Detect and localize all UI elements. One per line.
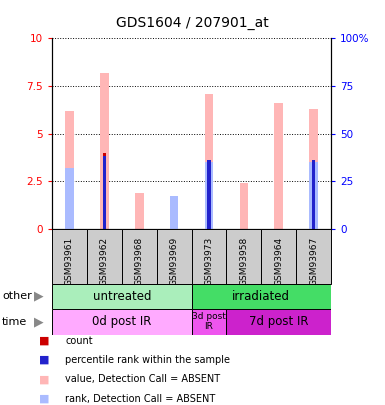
Bar xyxy=(226,229,261,284)
Bar xyxy=(122,229,157,284)
Text: 7d post IR: 7d post IR xyxy=(249,315,308,328)
Text: 0d post IR: 0d post IR xyxy=(92,315,151,328)
Text: GSM93967: GSM93967 xyxy=(309,237,318,286)
Bar xyxy=(239,183,248,229)
Text: other: other xyxy=(2,291,32,301)
Text: percentile rank within the sample: percentile rank within the sample xyxy=(65,355,231,365)
Text: ▶: ▶ xyxy=(34,315,43,328)
Bar xyxy=(312,160,315,229)
Text: GSM93973: GSM93973 xyxy=(204,237,214,286)
Bar xyxy=(52,229,87,284)
Bar xyxy=(275,103,283,229)
Bar xyxy=(192,309,226,335)
Bar xyxy=(87,229,122,284)
Text: GSM93969: GSM93969 xyxy=(169,237,179,286)
Text: value, Detection Call = ABSENT: value, Detection Call = ABSENT xyxy=(65,375,221,384)
Text: GSM93962: GSM93962 xyxy=(100,237,109,286)
Text: rank, Detection Call = ABSENT: rank, Detection Call = ABSENT xyxy=(65,394,216,404)
Text: count: count xyxy=(65,336,93,345)
Text: ▶: ▶ xyxy=(34,290,43,303)
Bar xyxy=(103,156,106,229)
Bar xyxy=(192,229,226,284)
Bar xyxy=(226,309,331,335)
Bar xyxy=(100,73,109,229)
Bar xyxy=(296,229,331,284)
Bar xyxy=(103,153,106,229)
Text: GSM93958: GSM93958 xyxy=(239,237,248,286)
Text: irradiated: irradiated xyxy=(232,290,290,303)
Bar xyxy=(261,229,296,284)
Bar xyxy=(309,162,318,229)
Bar xyxy=(65,168,74,229)
Bar xyxy=(52,309,192,335)
Bar xyxy=(157,229,192,284)
Text: GSM93964: GSM93964 xyxy=(274,237,283,286)
Text: untreated: untreated xyxy=(92,290,151,303)
Text: time: time xyxy=(2,317,27,327)
Bar xyxy=(204,162,213,229)
Bar xyxy=(170,198,179,229)
Bar xyxy=(312,162,315,229)
Bar xyxy=(135,193,144,229)
Text: ■: ■ xyxy=(38,355,49,365)
Text: ■: ■ xyxy=(38,336,49,345)
Bar xyxy=(192,284,331,309)
Bar xyxy=(170,196,179,229)
Text: GSM93968: GSM93968 xyxy=(135,237,144,286)
Text: GDS1604 / 207901_at: GDS1604 / 207901_at xyxy=(116,16,269,30)
Text: GSM93961: GSM93961 xyxy=(65,237,74,286)
Bar xyxy=(208,160,211,229)
Bar xyxy=(309,109,318,229)
Text: ■: ■ xyxy=(38,394,49,404)
Bar xyxy=(65,111,74,229)
Bar xyxy=(52,284,192,309)
Text: 3d post
IR: 3d post IR xyxy=(192,312,226,331)
Bar xyxy=(204,94,213,229)
Text: ■: ■ xyxy=(38,375,49,384)
